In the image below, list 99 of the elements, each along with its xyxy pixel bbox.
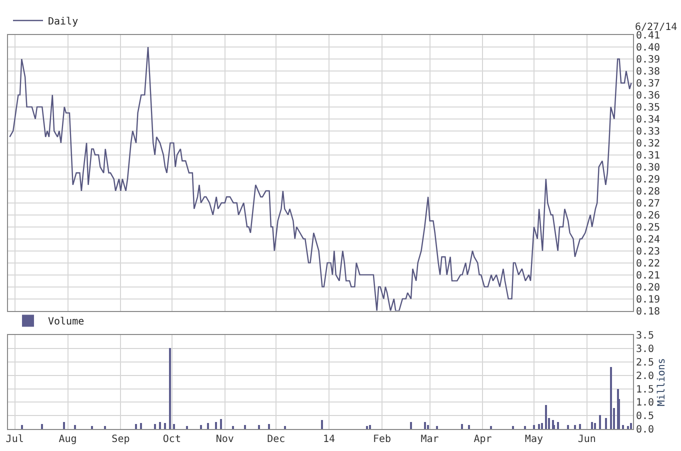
bar xyxy=(461,424,463,429)
y-tick-label: 0.39 xyxy=(636,54,660,66)
bar xyxy=(538,424,540,429)
y-tick-label: 0.27 xyxy=(636,198,660,210)
bar xyxy=(533,425,535,429)
y-tick-label: 0.32 xyxy=(636,138,660,150)
bar xyxy=(321,420,323,429)
y-tick-label: 0.33 xyxy=(636,126,660,138)
bar xyxy=(169,348,171,429)
bar xyxy=(244,425,246,429)
y-tick-label: 0.37 xyxy=(636,78,660,90)
bar xyxy=(599,415,601,429)
y-tick-label: 0.25 xyxy=(636,222,660,234)
bar xyxy=(232,426,234,429)
bar xyxy=(427,425,429,429)
y-tick-label: 0.22 xyxy=(636,258,660,270)
bar xyxy=(591,422,593,429)
x-tick-label: Jun xyxy=(578,434,596,445)
y-tick-label: 2.0 xyxy=(636,370,654,382)
bar xyxy=(490,426,492,429)
x-tick-label: Nov xyxy=(216,434,234,445)
y-tick-label: 0.36 xyxy=(636,90,660,102)
y-tick-label: 3.0 xyxy=(636,344,654,356)
bar xyxy=(74,425,76,429)
x-tick-label: 14 xyxy=(323,434,336,445)
y-tick-label: 0.0 xyxy=(636,424,654,436)
bar xyxy=(186,426,188,429)
bar xyxy=(610,367,612,429)
bar xyxy=(410,422,412,429)
bar xyxy=(468,425,470,429)
y-tick-label: 0.21 xyxy=(636,270,660,282)
bar xyxy=(215,422,217,429)
bar xyxy=(541,423,543,429)
x-tick-label: May xyxy=(524,434,543,445)
y-tick-label: 0.24 xyxy=(636,234,660,246)
bar xyxy=(579,424,581,429)
bar xyxy=(164,423,166,429)
y-tick-label: 0.26 xyxy=(636,210,660,222)
bar xyxy=(524,426,526,429)
bar xyxy=(284,426,286,429)
bar xyxy=(41,424,43,429)
bar xyxy=(258,425,260,429)
y-tick-label: 0.29 xyxy=(636,174,660,186)
y-tick-label: 1.5 xyxy=(636,384,654,396)
y-tick-label: 0.38 xyxy=(636,66,660,78)
bar xyxy=(545,405,547,429)
bar xyxy=(630,423,632,429)
y-tick-label: 0.5 xyxy=(636,411,654,422)
bar xyxy=(140,423,142,429)
bar xyxy=(436,426,438,429)
bar xyxy=(220,419,222,429)
bar xyxy=(567,425,569,429)
y-tick-label: 0.40 xyxy=(636,42,660,54)
bar xyxy=(159,422,161,429)
y-tick-label: 0.19 xyxy=(636,294,660,306)
bar xyxy=(622,425,624,429)
x-tick-label: Mar xyxy=(420,434,439,445)
bar xyxy=(104,426,106,429)
bar xyxy=(627,426,629,429)
x-tick-label: Oct xyxy=(162,434,181,445)
y-tick-label: 0.18 xyxy=(636,306,660,318)
y-tick-label: 0.35 xyxy=(636,102,660,114)
y-tick-label: 1.0 xyxy=(636,398,654,409)
y-tick-label: 0.30 xyxy=(636,162,660,174)
bar xyxy=(21,425,23,429)
bar xyxy=(200,425,202,429)
y-tick-label: 0.34 xyxy=(636,114,660,126)
bar xyxy=(369,425,371,429)
y-tick-label: 2.5 xyxy=(636,358,654,369)
bar xyxy=(63,422,65,429)
bar xyxy=(366,426,368,429)
bar xyxy=(268,424,270,429)
bar xyxy=(424,422,426,429)
x-tick-label: Dec xyxy=(267,434,286,445)
y-axis-title: Millions xyxy=(656,358,668,406)
x-tick-label: Sep xyxy=(112,434,130,445)
line-series xyxy=(9,46,632,311)
y-tick-label: 0.20 xyxy=(636,282,660,294)
x-tick-label: Apr xyxy=(474,434,492,445)
bar xyxy=(557,422,559,429)
bar xyxy=(207,423,209,429)
y-tick-label: 3.5 xyxy=(636,330,654,342)
bar xyxy=(574,425,576,429)
x-tick-label: Aug xyxy=(58,434,77,445)
bar xyxy=(91,426,93,429)
y-tick-label: 0.41 xyxy=(636,30,660,42)
bar xyxy=(173,424,175,429)
y-tick-label: 0.23 xyxy=(636,246,660,258)
bar xyxy=(154,424,156,429)
x-tick-label: Feb xyxy=(372,434,392,445)
bar xyxy=(512,426,514,429)
bar xyxy=(135,424,137,429)
bar xyxy=(594,423,596,429)
y-tick-label: 0.28 xyxy=(636,186,660,198)
legend-label: Volume xyxy=(48,316,84,328)
x-tick-label: Jul xyxy=(6,434,24,445)
bar xyxy=(605,418,607,429)
y-tick-label: 0.31 xyxy=(636,150,660,162)
legend-label: Daily xyxy=(48,16,78,28)
